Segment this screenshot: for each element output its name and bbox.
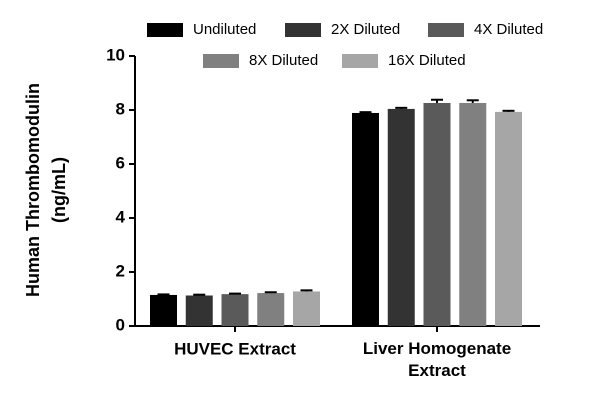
legend-swatch <box>428 23 464 37</box>
error-bar <box>395 106 408 109</box>
y-axis-label: (ng/mL) <box>49 157 69 223</box>
y-tick-label: 0 <box>116 315 125 334</box>
bar <box>150 294 177 326</box>
x-tick-label: Liver Homogenate Extract <box>363 339 511 380</box>
legend-label: Undiluted <box>193 21 256 38</box>
error-bar <box>264 291 277 294</box>
legend-swatch <box>342 54 378 68</box>
error-bar <box>229 292 241 295</box>
bar <box>257 293 285 326</box>
bar <box>221 294 249 326</box>
x-tick-label: HUVEC Extract <box>174 339 296 358</box>
bar <box>387 108 415 326</box>
error-bar <box>193 293 206 296</box>
legend-label: 16X Diluted <box>388 52 466 69</box>
legend-label: 4X Diluted <box>474 21 543 38</box>
bar <box>293 291 320 326</box>
legend-swatch <box>147 23 183 37</box>
legend-swatch <box>203 54 239 68</box>
error-bar <box>300 289 313 292</box>
y-tick-label: 10 <box>106 45 125 64</box>
bar <box>459 102 487 326</box>
bar <box>495 111 522 326</box>
error-bar <box>359 111 372 114</box>
error-bar <box>431 98 443 103</box>
error-bar <box>157 293 170 296</box>
bar <box>423 102 451 326</box>
y-axis-label: Human Thrombomodulin <box>23 83 43 297</box>
error-bar <box>502 109 515 112</box>
bar <box>185 295 213 326</box>
y-tick-label: 2 <box>116 261 125 280</box>
legend-label: 8X Diluted <box>249 52 318 69</box>
bar <box>352 112 379 326</box>
error-bar <box>466 99 479 103</box>
y-tick-label: 4 <box>116 207 126 226</box>
legend-label: 2X Diluted <box>331 21 400 38</box>
y-tick-label: 8 <box>116 99 125 118</box>
legend-swatch <box>285 23 321 37</box>
y-tick-label: 6 <box>116 153 125 172</box>
